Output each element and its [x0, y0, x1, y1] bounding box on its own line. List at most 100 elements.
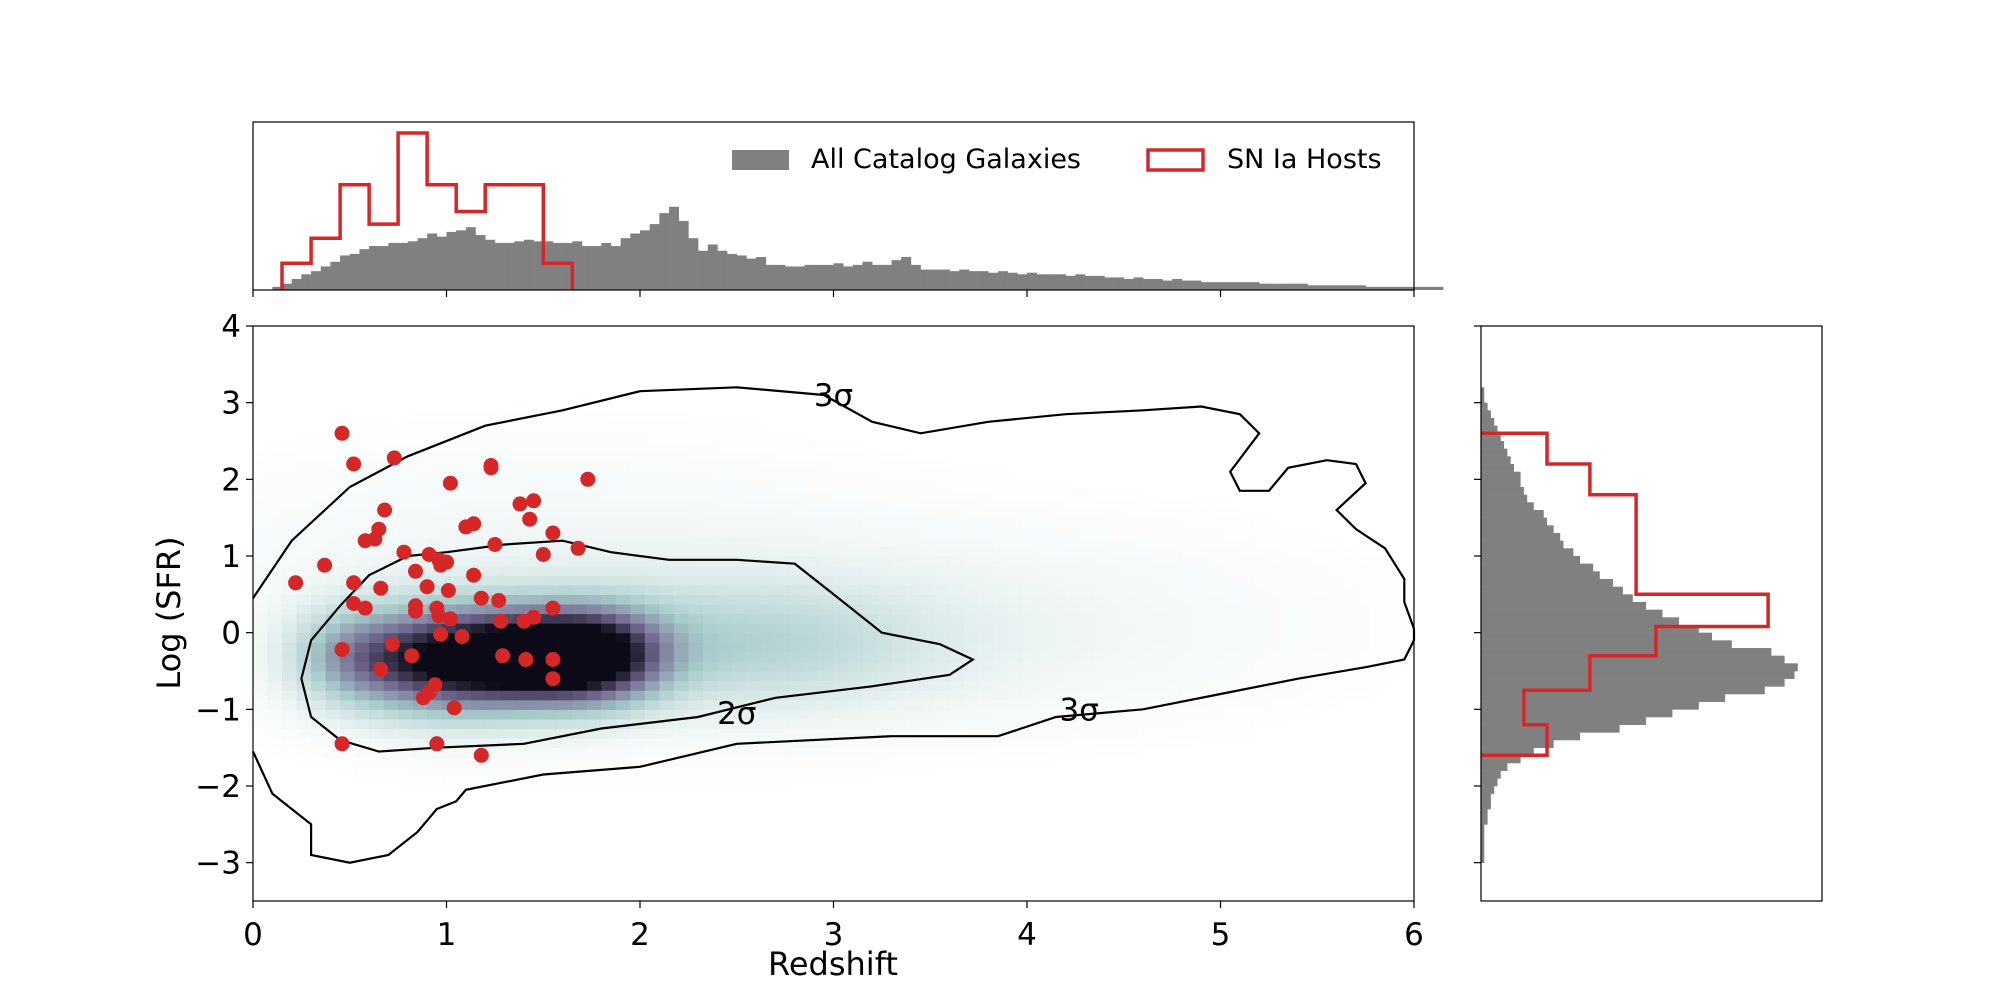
density-cell: [775, 747, 791, 758]
sn-host-point: [334, 425, 350, 441]
density-cell: [789, 603, 806, 615]
y-tick-label: −2: [195, 769, 241, 805]
right-hist-bar: [1481, 464, 1514, 472]
density-cell: [1297, 699, 1314, 710]
density-cell: [1094, 508, 1110, 519]
density-cell: [818, 508, 835, 519]
density-cell: [688, 613, 704, 624]
density-cell: [1225, 603, 1241, 615]
density-cell: [862, 584, 878, 595]
density-cell: [1080, 603, 1096, 615]
density-cell: [630, 738, 646, 749]
density-cell: [325, 747, 341, 758]
density-cell: [1007, 757, 1023, 768]
density-cell: [485, 718, 501, 730]
density-cell: [978, 527, 994, 538]
density-cell: [398, 556, 414, 567]
density-cell: [1167, 651, 1183, 663]
density-cell: [601, 651, 617, 663]
top-hist-bar: [1288, 283, 1299, 290]
density-cell: [369, 556, 385, 567]
density-cell: [1094, 565, 1110, 576]
density-cell: [804, 651, 820, 663]
density-cell: [1080, 536, 1096, 548]
density-cell: [499, 766, 515, 778]
density-cell: [935, 747, 951, 758]
density-cell: [369, 613, 385, 624]
right-hist-bar: [1481, 809, 1488, 817]
density-cell: [1036, 718, 1052, 730]
density-cell: [717, 699, 733, 710]
density-cell: [485, 603, 501, 615]
density-cell: [1225, 565, 1241, 576]
density-cell: [383, 661, 399, 672]
density-cell: [514, 575, 530, 586]
density-cell: [369, 738, 385, 749]
density-cell: [630, 575, 646, 586]
top-hist-bar: [378, 246, 389, 290]
density-cell: [673, 738, 689, 749]
top-hist-bar: [736, 255, 747, 290]
top-histogram-all-galaxies: [272, 206, 1444, 290]
density-cell: [311, 632, 327, 643]
density-cell: [1341, 642, 1357, 653]
density-cell: [340, 441, 356, 452]
density-cell: [964, 556, 980, 567]
top-hist-bar: [707, 244, 718, 290]
density-cell: [1051, 546, 1067, 557]
density-cell: [1109, 747, 1125, 758]
right-hist-bar: [1481, 479, 1521, 488]
density-cell: [978, 613, 994, 624]
density-cell: [1341, 690, 1357, 701]
density-cell: [731, 450, 748, 461]
density-cell: [1210, 623, 1226, 634]
density-cell: [644, 479, 660, 490]
density-cell: [717, 584, 733, 595]
density-cell: [731, 661, 748, 672]
density-cell: [1254, 642, 1270, 653]
density-cell: [1355, 575, 1372, 586]
top-hist-bar: [669, 206, 679, 290]
density-cell: [340, 699, 356, 710]
density-cell: [586, 556, 602, 567]
density-cell: [354, 718, 370, 730]
density-cell: [1051, 517, 1067, 528]
density-cell: [398, 642, 414, 653]
right-hist-bar: [1481, 402, 1488, 411]
density-cell: [964, 690, 980, 701]
density-cell: [543, 450, 559, 461]
density-cell: [1196, 651, 1212, 663]
density-cell: [1181, 613, 1197, 624]
density-cell: [456, 575, 472, 586]
density-cell: [906, 479, 922, 490]
density-cell: [644, 527, 660, 538]
density-cell: [833, 718, 849, 730]
density-cell: [673, 766, 689, 778]
density-cell: [282, 671, 298, 682]
density-cell: [746, 441, 762, 452]
density-cell: [1355, 623, 1372, 634]
density-cell: [383, 594, 399, 605]
density-cell: [470, 421, 486, 433]
density-cell: [1007, 546, 1023, 557]
density-cell: [325, 488, 341, 500]
density-cell: [514, 718, 530, 730]
density-cell: [470, 671, 486, 682]
density-cell: [398, 690, 414, 701]
density-cell: [1152, 671, 1168, 682]
density-cell: [891, 632, 907, 643]
density-cell: [717, 441, 733, 452]
density-cell: [630, 766, 646, 778]
density-cell: [1268, 527, 1284, 538]
top-hist-bar: [572, 241, 583, 290]
density-cell: [528, 460, 544, 471]
density-cell: [964, 718, 980, 730]
density-cell: [1138, 546, 1154, 557]
density-cell: [586, 699, 602, 710]
density-cell: [935, 680, 951, 691]
density-cell: [282, 680, 298, 691]
density-cell: [1109, 671, 1125, 682]
top-hist-bar: [1230, 282, 1241, 290]
density-cell: [267, 469, 283, 480]
density-cell: [340, 536, 356, 548]
